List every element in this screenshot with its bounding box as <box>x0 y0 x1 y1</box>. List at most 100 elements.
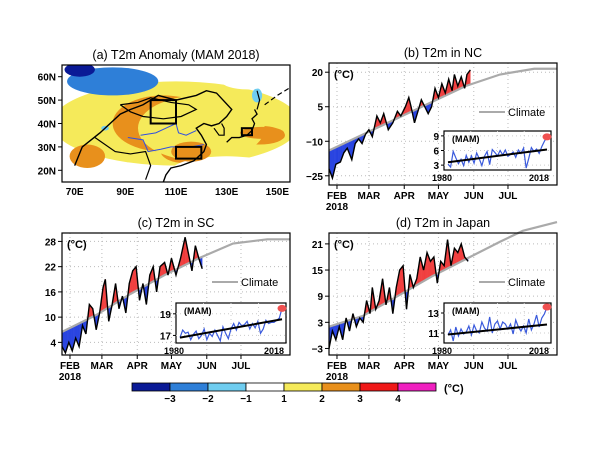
border-line <box>74 90 233 182</box>
panel-title: (d) T2m in Japan <box>396 216 490 230</box>
x-tick-label: 90E <box>116 187 134 198</box>
colorbar-unit: (°C) <box>444 383 464 395</box>
anomaly-contour <box>69 144 106 168</box>
x-tick-label: FEB <box>60 361 80 372</box>
cold-anomaly-fill <box>339 144 341 163</box>
colorbar-segment <box>169 382 209 392</box>
colorbar-segment <box>283 382 323 392</box>
y-tick-label: 20N <box>38 166 56 177</box>
panel-c: (c) T2m in SC 4 10 16 22 28 FEB MAR APR MAY JUN JUL… <box>45 216 291 383</box>
warm-anomaly-fill <box>469 69 471 85</box>
unit-label: (°C) <box>334 69 354 81</box>
inset-label: (MAM) <box>452 134 480 144</box>
legend-label: Climate <box>241 277 278 289</box>
observed-line <box>61 237 203 355</box>
x-tick-label: FEB <box>327 361 347 372</box>
cold-anomaly-fill <box>335 146 338 165</box>
inset-y-tick-label: 6 <box>433 147 439 158</box>
inset-label: (MAM) <box>452 306 480 316</box>
y-tick-label: 22 <box>45 263 57 274</box>
inset-y-tick-label: 9 <box>433 132 439 143</box>
region-box-japan <box>240 127 254 137</box>
colorbar-tick-label: −2 <box>202 394 214 405</box>
unit-label: (°C) <box>67 239 87 251</box>
colorbar-tick-label: 2 <box>319 394 325 405</box>
legend-label: Climate <box>508 107 545 119</box>
y-tick-label: −25 <box>306 172 323 183</box>
warm-anomaly-fill <box>162 263 164 277</box>
coastline <box>256 90 261 110</box>
map-content <box>62 65 290 182</box>
x-tick-label: JUN <box>464 361 484 372</box>
year-label: 2018 <box>59 372 82 383</box>
x-tick-label: 150E <box>266 187 290 198</box>
colorbar-segment <box>131 382 171 392</box>
colorbar-tick-label: 1 <box>281 394 287 405</box>
inset-trend-line <box>447 323 548 336</box>
x-tick-label: MAY <box>428 191 450 202</box>
inset-label: (MAM) <box>184 306 212 316</box>
anomaly-contour <box>171 156 282 182</box>
y-tick-label: 30N <box>38 143 56 154</box>
y-tick-label: 60N <box>38 73 56 84</box>
y-tick-label: 50N <box>38 96 56 107</box>
y-tick-label: 3 <box>317 318 323 329</box>
x-tick-label: MAR <box>358 191 382 202</box>
inset-trend-line <box>447 148 548 164</box>
x-tick-label: JUL <box>232 361 251 372</box>
x-tick-label: JUL <box>499 191 518 202</box>
anomaly-contour <box>221 73 272 90</box>
anomaly-contour <box>252 88 263 103</box>
border-line <box>119 97 198 120</box>
inset-y-tick-label: 3 <box>433 161 439 172</box>
colorbar-tick-label: 3 <box>357 394 363 405</box>
cold-anomaly-fill <box>336 145 339 164</box>
map-title: (a) T2m Anomaly (MAM 2018) <box>92 48 259 62</box>
x-tick-label: FEB <box>327 191 347 202</box>
y-tick-label: 40N <box>38 120 56 131</box>
inset-x-label-start: 1980 <box>432 173 452 183</box>
x-tick-label: JUN <box>464 191 484 202</box>
colorbar-segment <box>359 382 399 392</box>
year-label: 2018 <box>326 202 349 213</box>
y-tick-label: −3 <box>312 344 324 355</box>
anomaly-contour <box>138 95 265 161</box>
y-tick-label: 16 <box>45 288 57 299</box>
y-tick-label: 5 <box>317 103 323 114</box>
observed-line <box>328 239 469 349</box>
legend-label: Climate <box>508 277 545 289</box>
panel-title: (c) T2m in SC <box>138 216 215 230</box>
inset-c: 17 19 (MAM) 1980 2018 <box>160 302 287 356</box>
y-tick-label: 28 <box>45 237 57 248</box>
inset-y-tick-label: 13 <box>428 309 440 320</box>
inset-y-tick-label: 11 <box>428 329 439 340</box>
cold-anomaly-fill <box>337 145 340 164</box>
inset-2018-marker <box>277 304 287 312</box>
inset-y-tick-label: 17 <box>160 331 172 342</box>
inset-x-label-start: 1980 <box>164 346 184 356</box>
inset-x-label-end: 2018 <box>529 346 549 356</box>
region-box-nc <box>149 99 178 125</box>
inset-x-label-end: 2018 <box>264 346 284 356</box>
inset-x-label-end: 2018 <box>529 173 549 183</box>
x-tick-label: 70E <box>66 187 84 198</box>
map-panel: (a) T2m Anomaly (MAM 2018) 70E 90E 110E 130E… <box>38 48 291 198</box>
panel-title: (b) T2m in NC <box>404 46 482 60</box>
unit-label: (°C) <box>334 239 354 251</box>
colorbar-segment <box>245 382 285 392</box>
x-tick-label: APR <box>394 361 416 372</box>
observed-line <box>328 69 471 181</box>
anomaly-contour <box>103 169 148 182</box>
coastline <box>264 86 290 106</box>
inset-d: 11 13 (MAM) 1980 2018 <box>428 302 552 356</box>
y-tick-label: 21 <box>312 240 324 251</box>
inset-y-tick-label: 19 <box>160 310 172 321</box>
warm-anomaly-fill <box>161 264 163 278</box>
y-tick-label: 15 <box>312 266 324 277</box>
inset-2018-marker <box>542 133 552 141</box>
x-tick-label: APR <box>394 191 416 202</box>
x-tick-label: MAY <box>428 361 450 372</box>
y-tick-label: 10 <box>45 313 57 324</box>
y-tick-label: 9 <box>317 292 323 303</box>
